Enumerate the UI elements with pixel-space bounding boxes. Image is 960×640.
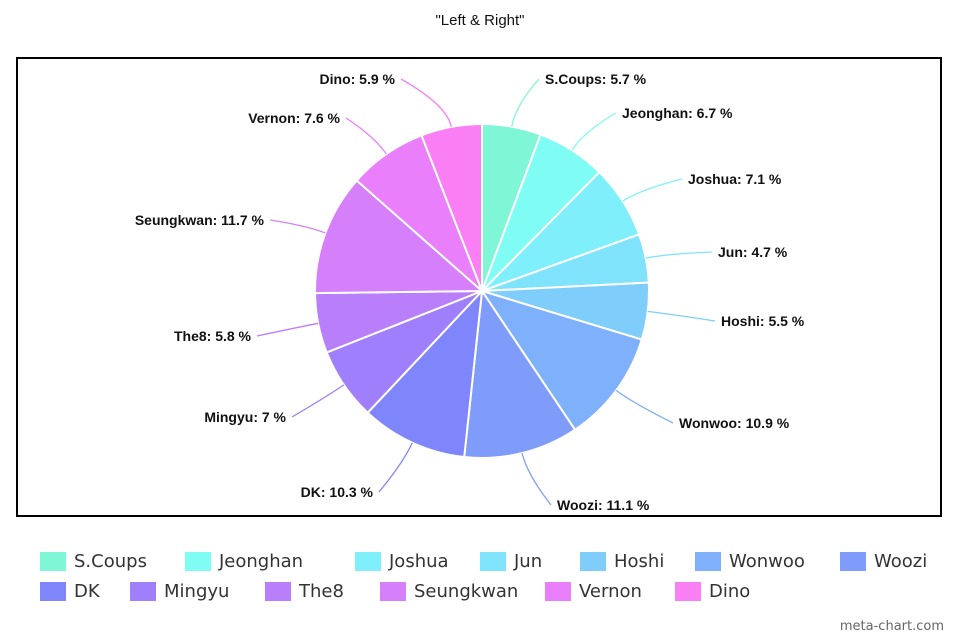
legend-item-dino[interactable]: Dino [675,581,750,602]
leader-line-joshua [622,178,683,202]
legend-item-s-coups[interactable]: S.Coups [40,551,185,572]
legend-label-seungkwan: Seungkwan [414,580,519,602]
pie-chart: S.Coups: 5.7 % Jeonghan: 6.7 % Joshua: 7.1… [135,71,805,513]
legend-item-seungkwan[interactable]: Seungkwan [380,581,545,602]
legend-item-hoshi[interactable]: Hoshi [580,551,695,572]
legend-label-s-coups: S.Coups [74,550,147,572]
slice-label-mingyu: Mingyu: 7 % [204,409,286,425]
leader-line-vernon [345,117,387,155]
legend-swatch-seungkwan [380,581,406,601]
leader-line-seungkwan [269,219,326,234]
pie-slice-dk [366,288,484,459]
leader-line-dk [378,442,413,493]
legend-label-the8: The8 [299,580,344,602]
leader-line-jeonghan [571,112,617,151]
legend-label-wonwoo: Wonwoo [729,550,805,572]
legend-swatch-joshua [355,551,381,571]
slice-label-jeonghan: Jeonghan: 6.7 % [622,105,733,121]
slice-label-dino: Dino: 5.9 % [320,71,396,87]
slice-label-seungkwan: Seungkwan: 11.7 % [135,212,265,228]
legend-swatch-vernon [545,581,571,601]
slice-label-hoshi: Hoshi: 5.5 % [721,313,805,329]
legend-item-jun[interactable]: Jun [480,551,580,572]
legend-label-jeonghan: Jeonghan [219,550,304,572]
legend-label-hoshi: Hoshi [614,550,665,572]
slice-label-jun: Jun: 4.7 % [718,244,788,260]
leader-line-mingyu [291,384,345,418]
leader-line-wonwoo [615,389,674,424]
legend-swatch-jun [480,551,506,571]
leader-line-hoshi [647,310,716,322]
watermark: meta-chart.com [839,619,944,634]
slice-label-woozi: Woozi: 11.1 % [557,497,650,513]
slice-label-joshua: Joshua: 7.1 % [688,171,782,187]
legend-label-dk: DK [74,580,100,602]
legend-label-woozi: Woozi [874,550,928,572]
slice-label-s-coups: S.Coups: 5.7 % [545,71,647,87]
legend-label-mingyu: Mingyu [164,580,230,602]
leader-line-the8 [256,322,319,337]
leader-line-s-coups [511,78,540,127]
legend-swatch-jeonghan [185,551,211,571]
legend-item-jeonghan[interactable]: Jeonghan [185,551,355,572]
leader-line-jun [645,251,713,259]
legend-item-the8[interactable]: The8 [265,581,380,602]
legend-swatch-mingyu [130,581,156,601]
legend-label-vernon: Vernon [579,580,642,602]
legend-swatch-dk [40,581,66,601]
legend-item-woozi[interactable]: Woozi [840,551,927,572]
pie-slice-wonwoo [479,289,644,432]
slice-label-the8: The8: 5.8 % [174,328,252,344]
legend-label-joshua: Joshua [389,550,449,572]
legend-label-dino: Dino [709,580,751,602]
legend-swatch-wonwoo [695,551,721,571]
legend-swatch-hoshi [580,551,606,571]
slice-label-dk: DK: 10.3 % [301,484,374,500]
legend-item-wonwoo[interactable]: Wonwoo [695,551,840,572]
plot-frame: S.Coups: 5.7 % Jeonghan: 6.7 % Joshua: 7.1… [16,57,942,517]
legend: S.Coups Jeonghan Joshua Jun Hoshi Wonwoo Woozi… [40,546,940,606]
legend-row-2: DK Mingyu The8 Seungkwan Vernon Dino [40,576,940,606]
slice-label-vernon: Vernon: 7.6 % [248,110,340,126]
leader-line-dino [400,78,452,128]
legend-item-mingyu[interactable]: Mingyu [130,581,265,602]
legend-swatch-dino [675,581,701,601]
legend-label-jun: Jun [514,550,543,572]
legend-swatch-s-coups [40,551,66,571]
slice-label-wonwoo: Wonwoo: 10.9 % [679,415,790,431]
legend-row-1: S.Coups Jeonghan Joshua Jun Hoshi Wonwoo Woozi [40,546,940,576]
chart-title: "Left & Right" [435,12,525,29]
legend-swatch-the8 [265,581,291,601]
legend-item-dk[interactable]: DK [40,581,130,602]
legend-item-vernon[interactable]: Vernon [545,581,675,602]
legend-item-joshua[interactable]: Joshua [355,551,480,572]
pie-slice-woozi [463,288,577,459]
legend-swatch-woozi [840,551,866,571]
leader-line-woozi [521,452,552,506]
